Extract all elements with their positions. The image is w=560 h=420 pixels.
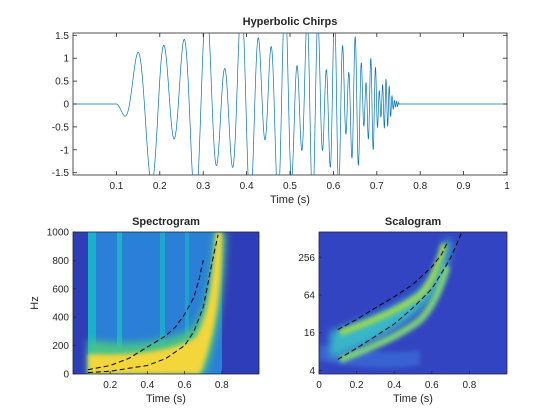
scalogram-ridge-line: [337, 243, 448, 330]
y-tick-label: 4: [309, 366, 315, 377]
y-tick-label: 0.5: [55, 77, 69, 88]
x-tick-label: 0.6: [425, 380, 439, 391]
scalogram-image: [319, 232, 507, 374]
spectrogram-stripe: [117, 232, 122, 374]
y-tick-label: 256: [298, 253, 315, 264]
x-tick-label: 0.6: [178, 380, 192, 391]
x-tick-label: 1: [504, 181, 510, 192]
spectrogram-onset-stripe: [88, 232, 96, 374]
x-tick-label: 0.5: [283, 181, 297, 192]
spectrogram-xlabel: Time (s): [146, 393, 186, 405]
y-tick-label: -1: [60, 145, 69, 156]
y-tick-label: 0: [63, 370, 69, 381]
x-tick-label: 0.4: [387, 380, 401, 391]
spectrogram-energy-halo: [88, 232, 226, 374]
spectrogram-image: [73, 232, 259, 374]
spectrogram-ylabel: Hz: [29, 296, 41, 309]
scalogram-title: Scalogram: [385, 216, 441, 228]
spectrogram-axes: 0.2 0.4 0.6 0.8 1000 800 600 400 200 0 Spectrogra…: [29, 216, 260, 405]
chirp-ticks: 0.1 0.2 0.3 0.4 0.5 0.6 0.7 0.8 0.9 1 1.5 1 0.5 0 -0.5…: [52, 31, 510, 192]
y-tick-label: 16: [304, 328, 316, 339]
x-tick-label: 0: [316, 380, 322, 391]
x-tick-label: 0.9: [457, 181, 471, 192]
y-tick-label: 600: [52, 284, 69, 295]
y-tick-label: 1.5: [55, 31, 69, 42]
y-tick-label: 0: [63, 100, 69, 111]
chirp-axes: 0.1 0.2 0.3 0.4 0.5 0.6 0.7 0.8 0.9 1 1.5 1 0.5 0 -0.5…: [52, 16, 510, 206]
x-tick-label: 0.2: [153, 181, 167, 192]
spectrogram-ridges: [87, 234, 219, 374]
scalogram-ridge-line: [337, 232, 463, 360]
y-tick-label: 200: [52, 341, 69, 352]
scalogram-ridge-lower: [338, 265, 451, 364]
spectrogram-title: Spectrogram: [132, 216, 200, 228]
spectrogram-energy-core: [88, 232, 222, 374]
scalogram-xlabel: Time (s): [393, 393, 433, 405]
x-tick-label: 0.3: [196, 181, 210, 192]
x-tick-label: 0.8: [215, 380, 229, 391]
x-tick-label: 0.7: [370, 181, 384, 192]
x-tick-label: 0.1: [109, 181, 123, 192]
x-tick-label: 0.2: [350, 380, 364, 391]
spectrogram-stripe: [160, 232, 165, 374]
x-tick-label: 0.4: [240, 181, 254, 192]
y-tick-label: 1000: [47, 228, 70, 239]
y-tick-label: 1: [63, 54, 69, 65]
chirp-xlabel: Time (s): [270, 194, 310, 206]
x-tick-label: 0.4: [140, 380, 154, 391]
spectrogram-ticks: 0.2 0.4 0.6 0.8 1000 800 600 400 200 0: [47, 228, 229, 392]
spectrogram-ridge-line: [87, 260, 204, 371]
x-tick-label: 0.8: [413, 181, 427, 192]
scalogram-ticks: 0 0.2 0.4 0.6 0.8 256 64 16 4: [298, 253, 476, 391]
chirp-title: Hyperbolic Chirps: [243, 16, 338, 28]
spectrogram-frame: [72, 231, 260, 375]
x-tick-label: 0.2: [103, 380, 117, 391]
scalogram-ridges: [337, 232, 463, 360]
x-tick-label: 0.6: [326, 181, 340, 192]
y-tick-label: 64: [304, 291, 316, 302]
chirp-signal-path: [73, 33, 507, 175]
scalogram-ridge-upper: [338, 243, 447, 336]
scalogram-frame: [318, 231, 508, 375]
scalogram-axes: 0 0.2 0.4 0.6 0.8 256 64 16 4 Scalogram Time (s): [298, 216, 508, 405]
y-tick-label: -0.5: [52, 122, 70, 133]
x-tick-label: 0.8: [462, 380, 476, 391]
spectrogram-ridge-line: [87, 234, 219, 374]
y-tick-label: -1.5: [52, 168, 70, 179]
y-tick-label: 800: [52, 256, 69, 267]
spectrogram-stripe: [185, 232, 189, 374]
chirp-signal-line: [73, 33, 507, 175]
y-tick-label: 400: [52, 313, 69, 324]
